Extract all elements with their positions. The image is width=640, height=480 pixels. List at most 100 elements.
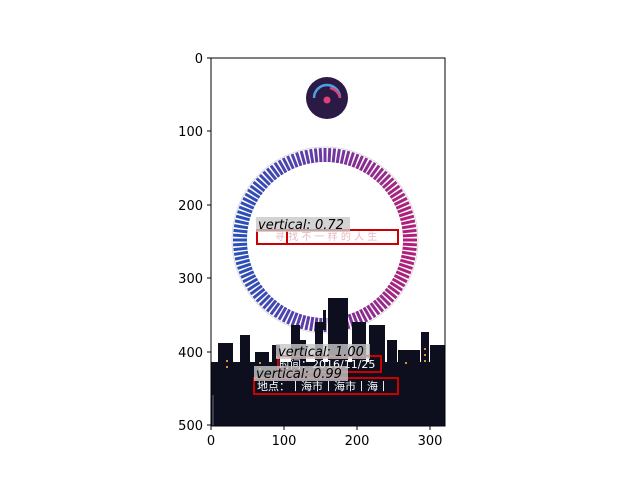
ring-tick xyxy=(286,155,295,170)
ring-tick xyxy=(252,287,266,300)
ring-outline xyxy=(231,146,419,334)
poster-tagline: 寻 找 不 一 样 的 人 生 xyxy=(275,230,377,243)
y-tick-label: 0 xyxy=(195,52,203,67)
y-tick-label: 300 xyxy=(178,272,203,287)
ring-tick xyxy=(242,196,257,206)
ring-tick xyxy=(393,274,408,284)
detection-label-bg xyxy=(276,344,370,359)
ring-tick xyxy=(255,291,269,303)
ring-tick xyxy=(369,302,381,316)
ring-tick xyxy=(339,149,346,165)
gradient-ring xyxy=(231,146,419,334)
ring-tick xyxy=(309,148,315,164)
ring-tick xyxy=(242,274,257,284)
ring-tick xyxy=(384,180,398,193)
ring-tick xyxy=(397,266,412,275)
ring-tick xyxy=(238,266,253,275)
ring-tick xyxy=(233,233,248,238)
ring-tick xyxy=(347,152,355,167)
ring-tick xyxy=(237,210,252,218)
ring-tick xyxy=(366,304,377,318)
ring-tick xyxy=(318,148,323,163)
y-tick-label: 100 xyxy=(178,125,203,140)
detection-label-bg xyxy=(256,217,350,232)
ring-tick xyxy=(290,153,299,168)
ring-tick xyxy=(235,258,251,266)
ring-tick xyxy=(389,281,403,292)
ring-tick xyxy=(233,246,248,252)
ring-tick xyxy=(393,196,408,206)
y-tick-label: 500 xyxy=(178,419,203,434)
ring-tick xyxy=(343,150,351,166)
ring-tick xyxy=(277,306,288,321)
ring-tick xyxy=(273,304,284,318)
ring-tick xyxy=(309,316,315,332)
ring-tick xyxy=(240,270,255,279)
ring-tick xyxy=(398,210,413,218)
gauge-badge-icon xyxy=(306,77,348,119)
ring-tick xyxy=(362,159,373,174)
ring-tick xyxy=(249,284,263,296)
ring-tick xyxy=(355,310,364,325)
ring-tick xyxy=(376,170,388,184)
ring-tick xyxy=(401,250,417,256)
ring-tick xyxy=(387,184,401,196)
ring-tick xyxy=(299,150,307,166)
ring-tick xyxy=(372,299,385,313)
ring-tick xyxy=(269,164,281,178)
ring-tick xyxy=(247,188,261,199)
ring-tick xyxy=(376,296,388,310)
ring-tick xyxy=(265,299,278,313)
ring-tick xyxy=(389,188,403,199)
ring-tick xyxy=(400,219,416,226)
ring-tick xyxy=(252,180,266,193)
ring-tick xyxy=(402,228,417,234)
ring-tick xyxy=(379,294,392,307)
ring-tick xyxy=(366,162,377,176)
ring-tick xyxy=(281,308,291,323)
detection-label: vertical: 0.72 xyxy=(258,218,344,233)
ring-tick xyxy=(387,284,401,296)
ring-tick xyxy=(398,262,413,270)
x-axis: 0 100 200 300 xyxy=(207,426,442,449)
ring-tick xyxy=(262,296,274,310)
ring-tick xyxy=(401,224,417,230)
ring-tick xyxy=(304,315,311,331)
ring-tick xyxy=(331,148,337,163)
y-tick-label: 200 xyxy=(178,199,203,214)
ring-tick xyxy=(359,157,369,172)
ring-tick xyxy=(359,308,369,323)
ring-tick xyxy=(265,167,278,181)
ring-tick xyxy=(247,281,261,292)
ring-tick xyxy=(235,214,251,222)
ring-tick xyxy=(335,148,341,164)
ring-tick xyxy=(240,201,255,210)
ring-tick xyxy=(379,173,392,186)
axes-frame xyxy=(210,57,446,427)
ring-tick xyxy=(277,159,288,174)
ring-tick xyxy=(397,205,412,214)
ring-tick xyxy=(372,167,385,181)
ring-tick xyxy=(269,302,281,316)
poster-place-text: 地点：丨海市丨海市丨海丨 xyxy=(257,379,389,393)
detection-labels: vertical: 0.72 vertical: 1.00 vertical: … xyxy=(254,217,370,382)
ring-tick xyxy=(304,149,311,165)
ring-tick xyxy=(299,314,307,330)
ring-tick xyxy=(402,246,417,252)
ring-tick xyxy=(237,262,252,270)
ring-tick xyxy=(327,148,332,163)
ring-tick xyxy=(399,258,415,266)
y-axis: 0 100 200 300 400 500 xyxy=(178,52,211,434)
ring-tick xyxy=(249,184,263,196)
ring-tick xyxy=(402,242,417,247)
ring-tick xyxy=(391,277,406,288)
ring-tick xyxy=(381,291,395,303)
ring-tick xyxy=(258,173,271,186)
x-tick-label: 100 xyxy=(272,434,297,449)
ring-tick xyxy=(369,164,381,178)
ring-tick xyxy=(384,287,398,300)
detection-label-bg xyxy=(254,366,348,381)
ring-tick xyxy=(395,201,410,210)
ring-tick xyxy=(244,192,259,203)
